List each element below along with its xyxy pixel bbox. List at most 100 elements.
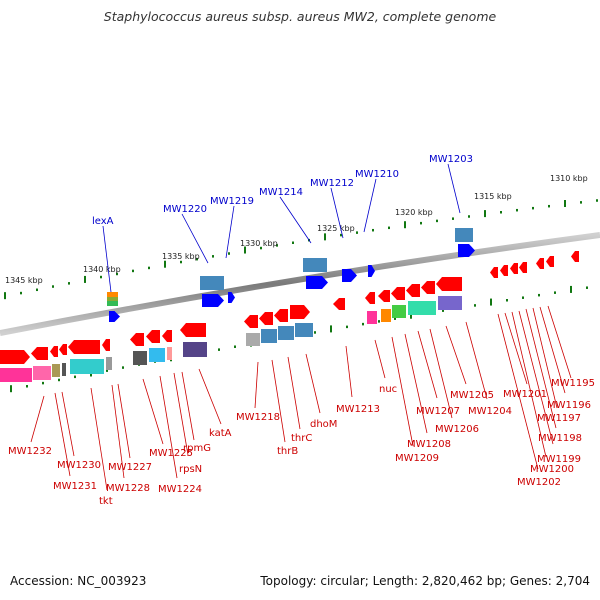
scale-tick	[228, 252, 230, 255]
gene-label-MW1219[interactable]: MW1219	[210, 196, 254, 207]
scale-tick	[52, 285, 54, 288]
leader-line	[525, 308, 557, 429]
scale-tick	[36, 288, 38, 292]
gene-cog-band	[52, 364, 60, 377]
gene-cog-band	[183, 342, 207, 357]
gene-label-thrC[interactable]: thrC	[291, 433, 312, 444]
gene-label-MW1232[interactable]: MW1232	[8, 446, 52, 457]
gene-cog-band	[295, 323, 313, 337]
gene-label-MW1202[interactable]: MW1202	[517, 477, 561, 488]
gene-label-tkt[interactable]: tkt	[99, 496, 113, 507]
scale-tick	[394, 317, 396, 320]
gene-cog-band	[381, 309, 391, 322]
gene-cog-band	[70, 359, 104, 374]
leader-line	[374, 339, 386, 379]
scale-tick	[314, 331, 316, 334]
gene-label-MW1212[interactable]: MW1212	[310, 178, 354, 189]
gene-cog-band	[107, 292, 118, 297]
gene-label-MW1220[interactable]: MW1220	[163, 204, 207, 215]
genome-info: Topology: circular; Length: 2,820,462 bp…	[260, 574, 590, 588]
gene-label-rpsN[interactable]: rpsN	[179, 464, 202, 475]
gene-label-MW1209-text[interactable]: MW1209	[395, 453, 439, 464]
scale-tick	[122, 366, 124, 369]
gene-label-MW1206[interactable]: MW1206	[435, 424, 479, 435]
leader-line	[518, 310, 554, 445]
gene-label-MW1213[interactable]: MW1213	[336, 404, 380, 415]
gene-arrow	[500, 265, 508, 276]
gene-label-MW1227[interactable]: MW1227	[108, 462, 152, 473]
gene-label-MW1205[interactable]: MW1205	[450, 390, 494, 401]
gene-label-MW1197[interactable]: MW1197	[537, 413, 581, 424]
scale-tick	[340, 233, 342, 237]
leader-line	[345, 345, 353, 398]
scale-tick	[564, 200, 566, 208]
leader-line	[181, 371, 195, 441]
gene-label-MW1196[interactable]: MW1196	[547, 400, 591, 411]
leader-line	[279, 196, 312, 244]
gene-cog-band	[106, 357, 112, 370]
gene-arrow	[368, 265, 375, 277]
scale-tick	[330, 325, 332, 333]
leader-line	[511, 311, 547, 458]
scale-tick	[554, 291, 556, 294]
scale-label: 1310 kbp	[550, 174, 588, 183]
gene-label-MW1214[interactable]: MW1214	[259, 187, 303, 198]
leader-line	[504, 312, 528, 385]
scale-label: 1325 kbp	[317, 224, 355, 233]
gene-label-MW1200[interactable]: MW1200	[530, 464, 574, 475]
scale-tick	[484, 210, 486, 218]
gene-features	[0, 228, 579, 382]
leader-line	[417, 330, 438, 399]
scale-label: 1315 kbp	[474, 192, 512, 201]
gene-cog-band	[392, 305, 406, 318]
gene-arrow	[180, 323, 206, 337]
gene-arrow	[546, 256, 554, 267]
gene-label-MW1208[interactable]: MW1208	[407, 439, 451, 450]
scale-tick	[180, 260, 182, 264]
gene-arrow	[31, 347, 48, 360]
gene-label-katA[interactable]: katA	[209, 428, 232, 439]
accession-label: Accession: NC_003923	[10, 574, 147, 588]
gene-label-MW1204[interactable]: MW1204	[468, 406, 512, 417]
gene-label-MW1228[interactable]: MW1228	[106, 483, 150, 494]
gene-label-thrB[interactable]: thrB	[277, 446, 298, 457]
gene-label-MW1218[interactable]: MW1218	[236, 412, 280, 423]
gene-label-MW1195[interactable]: MW1195	[551, 378, 595, 389]
gene-label-MW1231[interactable]: MW1231	[53, 481, 97, 492]
top-labels: lexA MW1220 MW1219 MW1214 MW1212 MW1210 …	[92, 154, 473, 293]
gene-arrow	[333, 298, 345, 310]
gene-label-nuc[interactable]: nuc	[379, 384, 397, 395]
leader-line	[102, 225, 112, 293]
gene-label-MW1199[interactable]: MW1199	[537, 454, 581, 465]
leader-line	[225, 205, 235, 259]
gene-label-rpmG[interactable]: rpmG	[183, 443, 211, 454]
scale-tick	[420, 221, 422, 225]
gene-arrow	[0, 350, 30, 364]
gene-arrow	[378, 290, 390, 302]
scale-tick	[116, 272, 118, 276]
genome-title: Staphylococcus aureus subsp. aureus MW2,…	[103, 9, 497, 24]
gene-arrow	[50, 346, 58, 357]
scale-labels: 1345 kbp 1340 kbp 1335 kbp 1330 kbp 1325…	[5, 174, 588, 285]
gene-cog-band	[167, 347, 172, 360]
scale-ticks-upper	[4, 199, 598, 300]
scale-tick	[532, 206, 534, 210]
scale-tick	[404, 221, 406, 229]
gene-label-MW1201[interactable]: MW1201	[503, 389, 547, 400]
gene-label-MW1225[interactable]: MW1225	[149, 448, 193, 459]
gene-label-MW1198[interactable]: MW1198	[538, 433, 582, 444]
scale-tick	[548, 204, 550, 208]
gene-label-dhoM[interactable]: dhoM	[310, 419, 337, 430]
gene-label-lexA[interactable]: lexA	[92, 216, 114, 227]
gene-arrow	[68, 340, 100, 354]
gene-label-MW1203[interactable]: MW1203	[429, 154, 473, 165]
gene-arrow	[130, 333, 144, 346]
gene-label-MW1224[interactable]: MW1224	[158, 484, 202, 495]
gene-label-MW1230[interactable]: MW1230	[57, 460, 101, 471]
gene-label-MW1210[interactable]: MW1210	[355, 169, 399, 180]
leader-line	[30, 395, 45, 443]
gene-label-MW1207[interactable]: MW1207	[416, 406, 460, 417]
gene-arrow	[146, 330, 160, 343]
scale-tick	[218, 348, 220, 351]
gene-arrow	[490, 267, 498, 278]
